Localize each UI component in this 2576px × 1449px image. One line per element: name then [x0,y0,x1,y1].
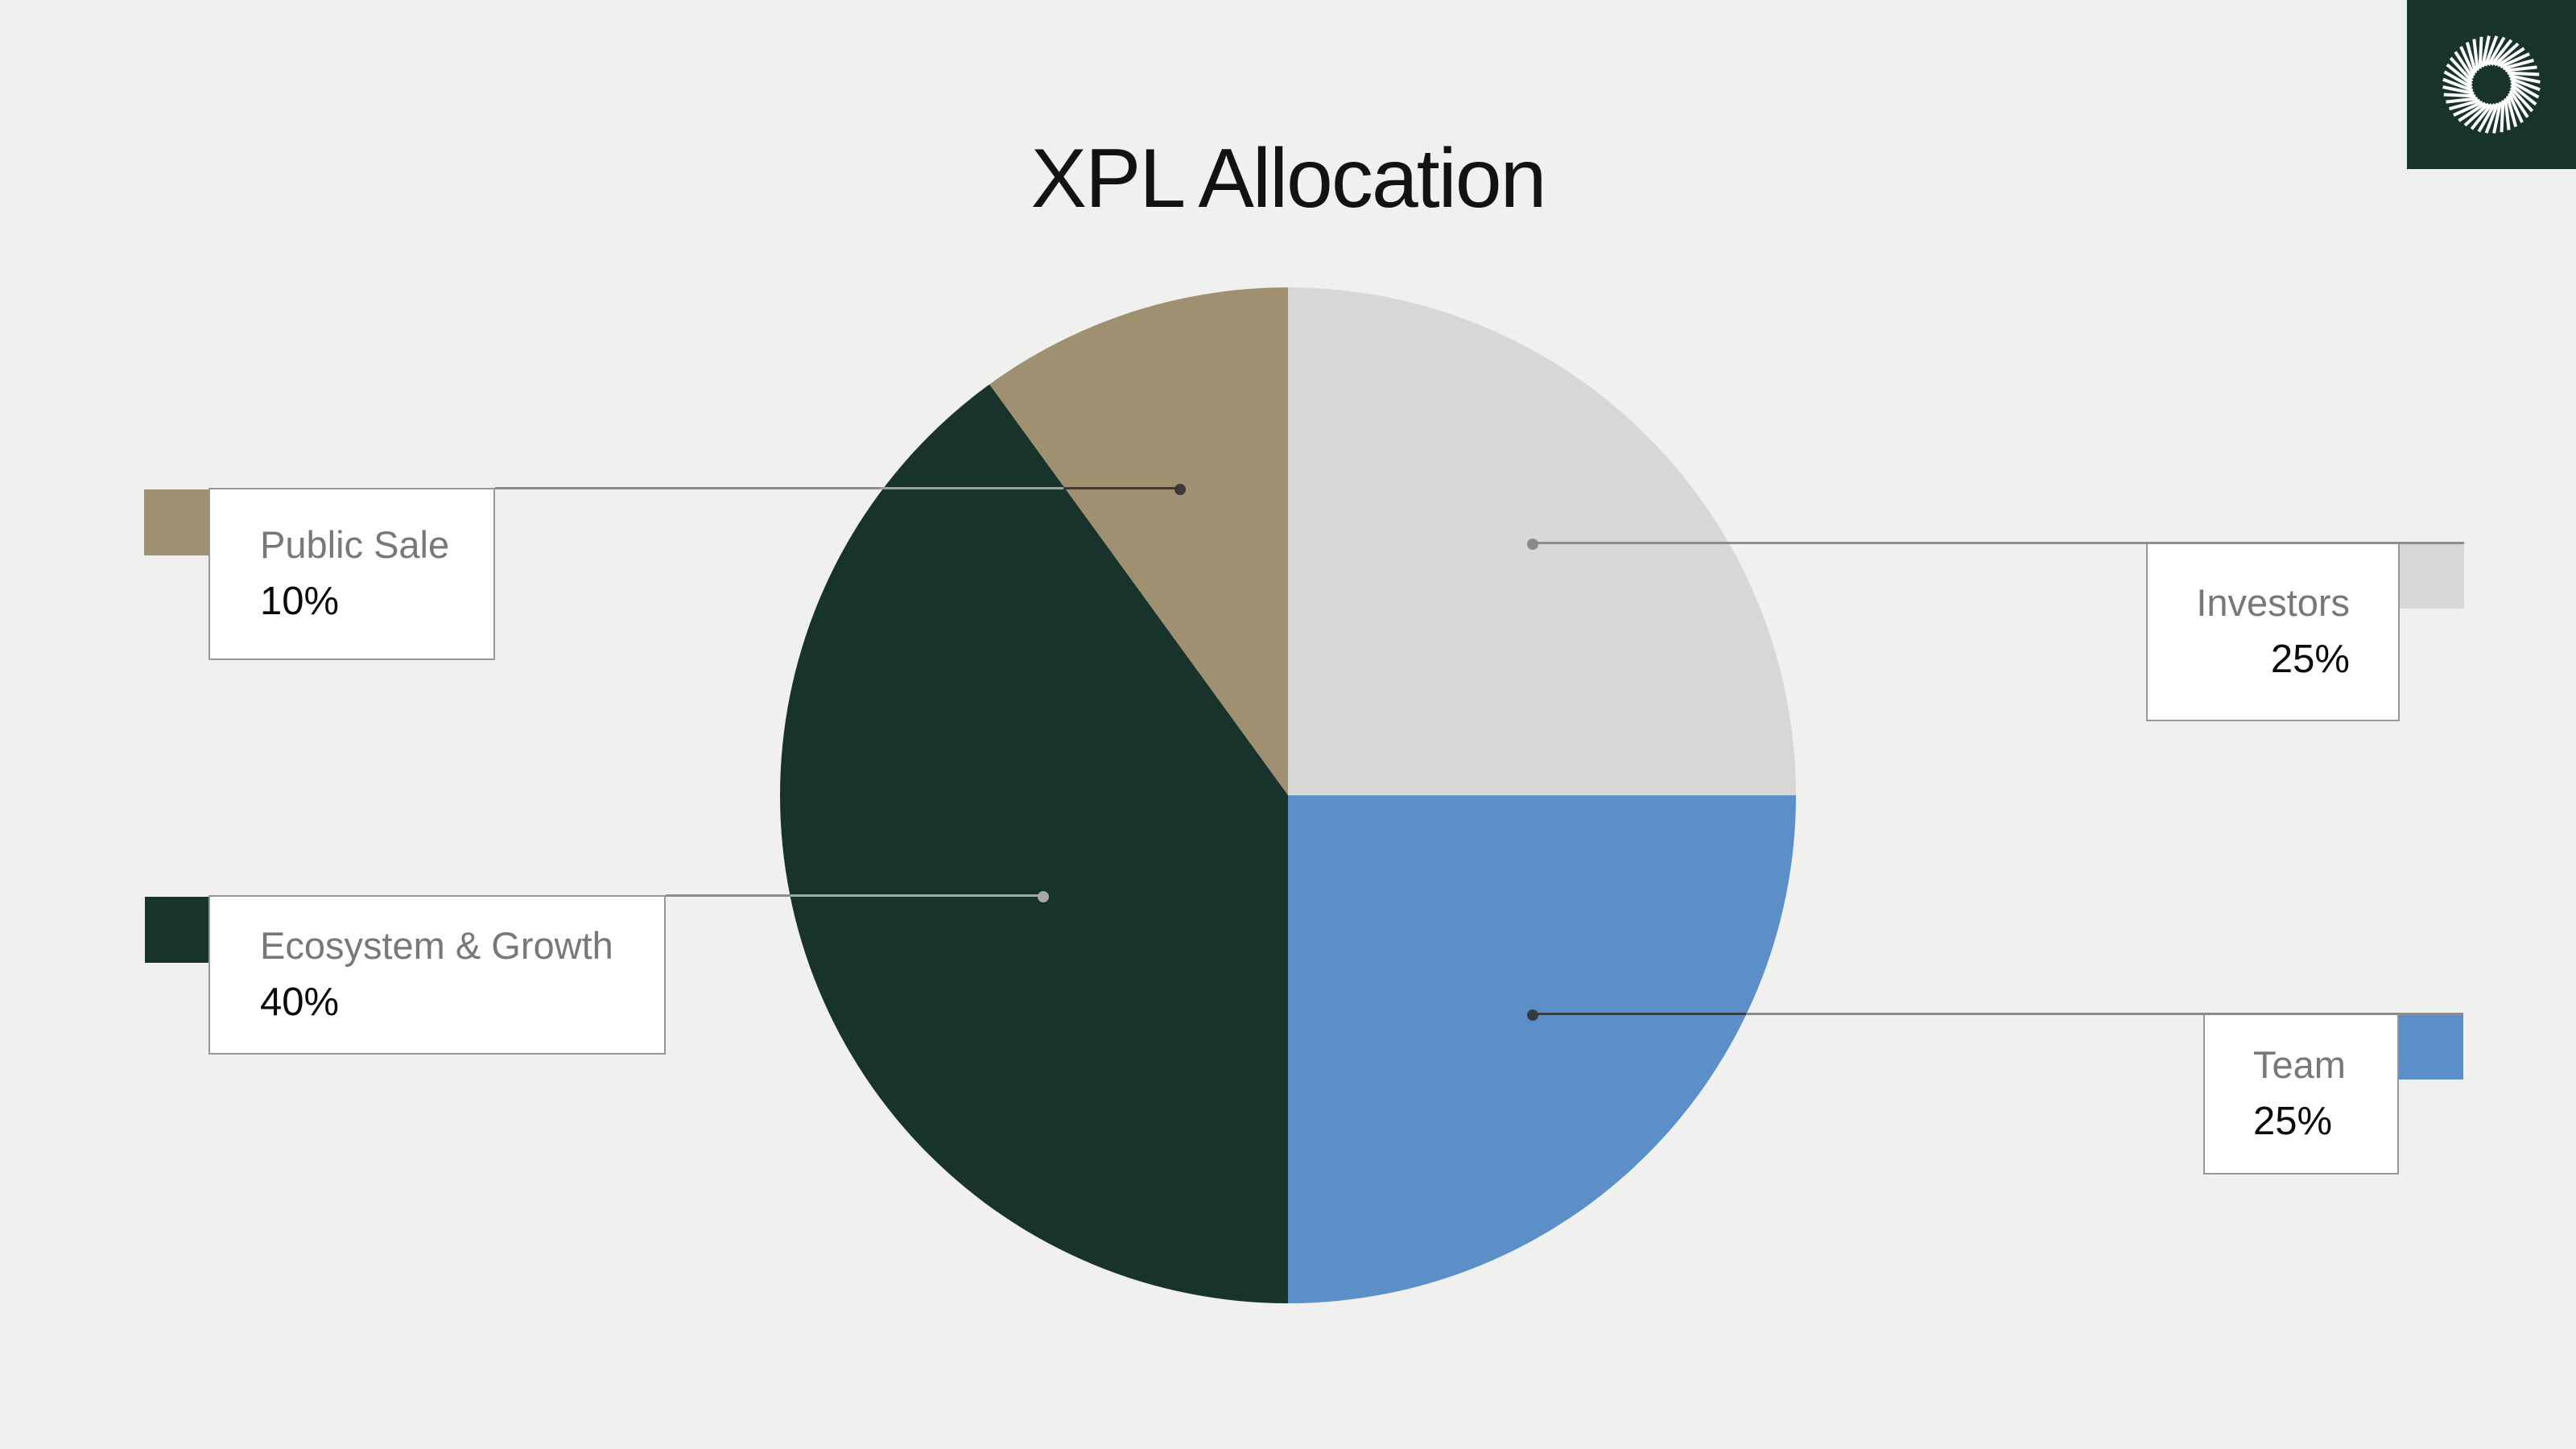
slice-label: Ecosystem & Growth [260,924,613,968]
leader-line-ecosystem [666,894,791,897]
slice-value: 40% [260,980,340,1024]
color-swatch-team [2399,1015,2463,1080]
slice-value: 25% [2270,637,2350,681]
leader-dot-investors [1527,539,1538,550]
leader-dot-team [1527,1009,1538,1021]
slice-value: 10% [260,579,340,623]
slice-label: Public Sale [260,523,450,567]
leader-line-public-sale [880,487,1063,489]
leader-line-public-sale [495,487,880,489]
label-card-public-sale: Public Sale 10% [208,488,495,660]
leader-line-ecosystem [791,894,1045,897]
leader-line-team [1746,1013,2463,1015]
leader-dot-ecosystem [1038,891,1049,902]
color-swatch-investors [2400,544,2464,609]
color-swatch-public-sale [144,489,208,555]
leader-line-investors [1533,542,2464,544]
color-swatch-ecosystem [145,897,209,963]
leader-line-team [1533,1013,1746,1015]
slice-label: Investors [2196,581,2350,625]
brand-logo [2407,0,2576,169]
slice-value: 25% [2253,1099,2333,1143]
slice-label: Team [2253,1043,2346,1087]
leader-dot-public-sale [1174,484,1186,495]
leader-line-public-sale [1063,487,1182,489]
label-card-ecosystem: Ecosystem & Growth 40% [208,895,666,1055]
label-card-investors: Investors 25% [2146,543,2400,721]
chart-title: XPL Allocation [1030,132,1547,225]
sunburst-icon [2442,35,2541,134]
pie-chart [780,287,1796,1303]
label-card-team: Team 25% [2203,1013,2399,1174]
